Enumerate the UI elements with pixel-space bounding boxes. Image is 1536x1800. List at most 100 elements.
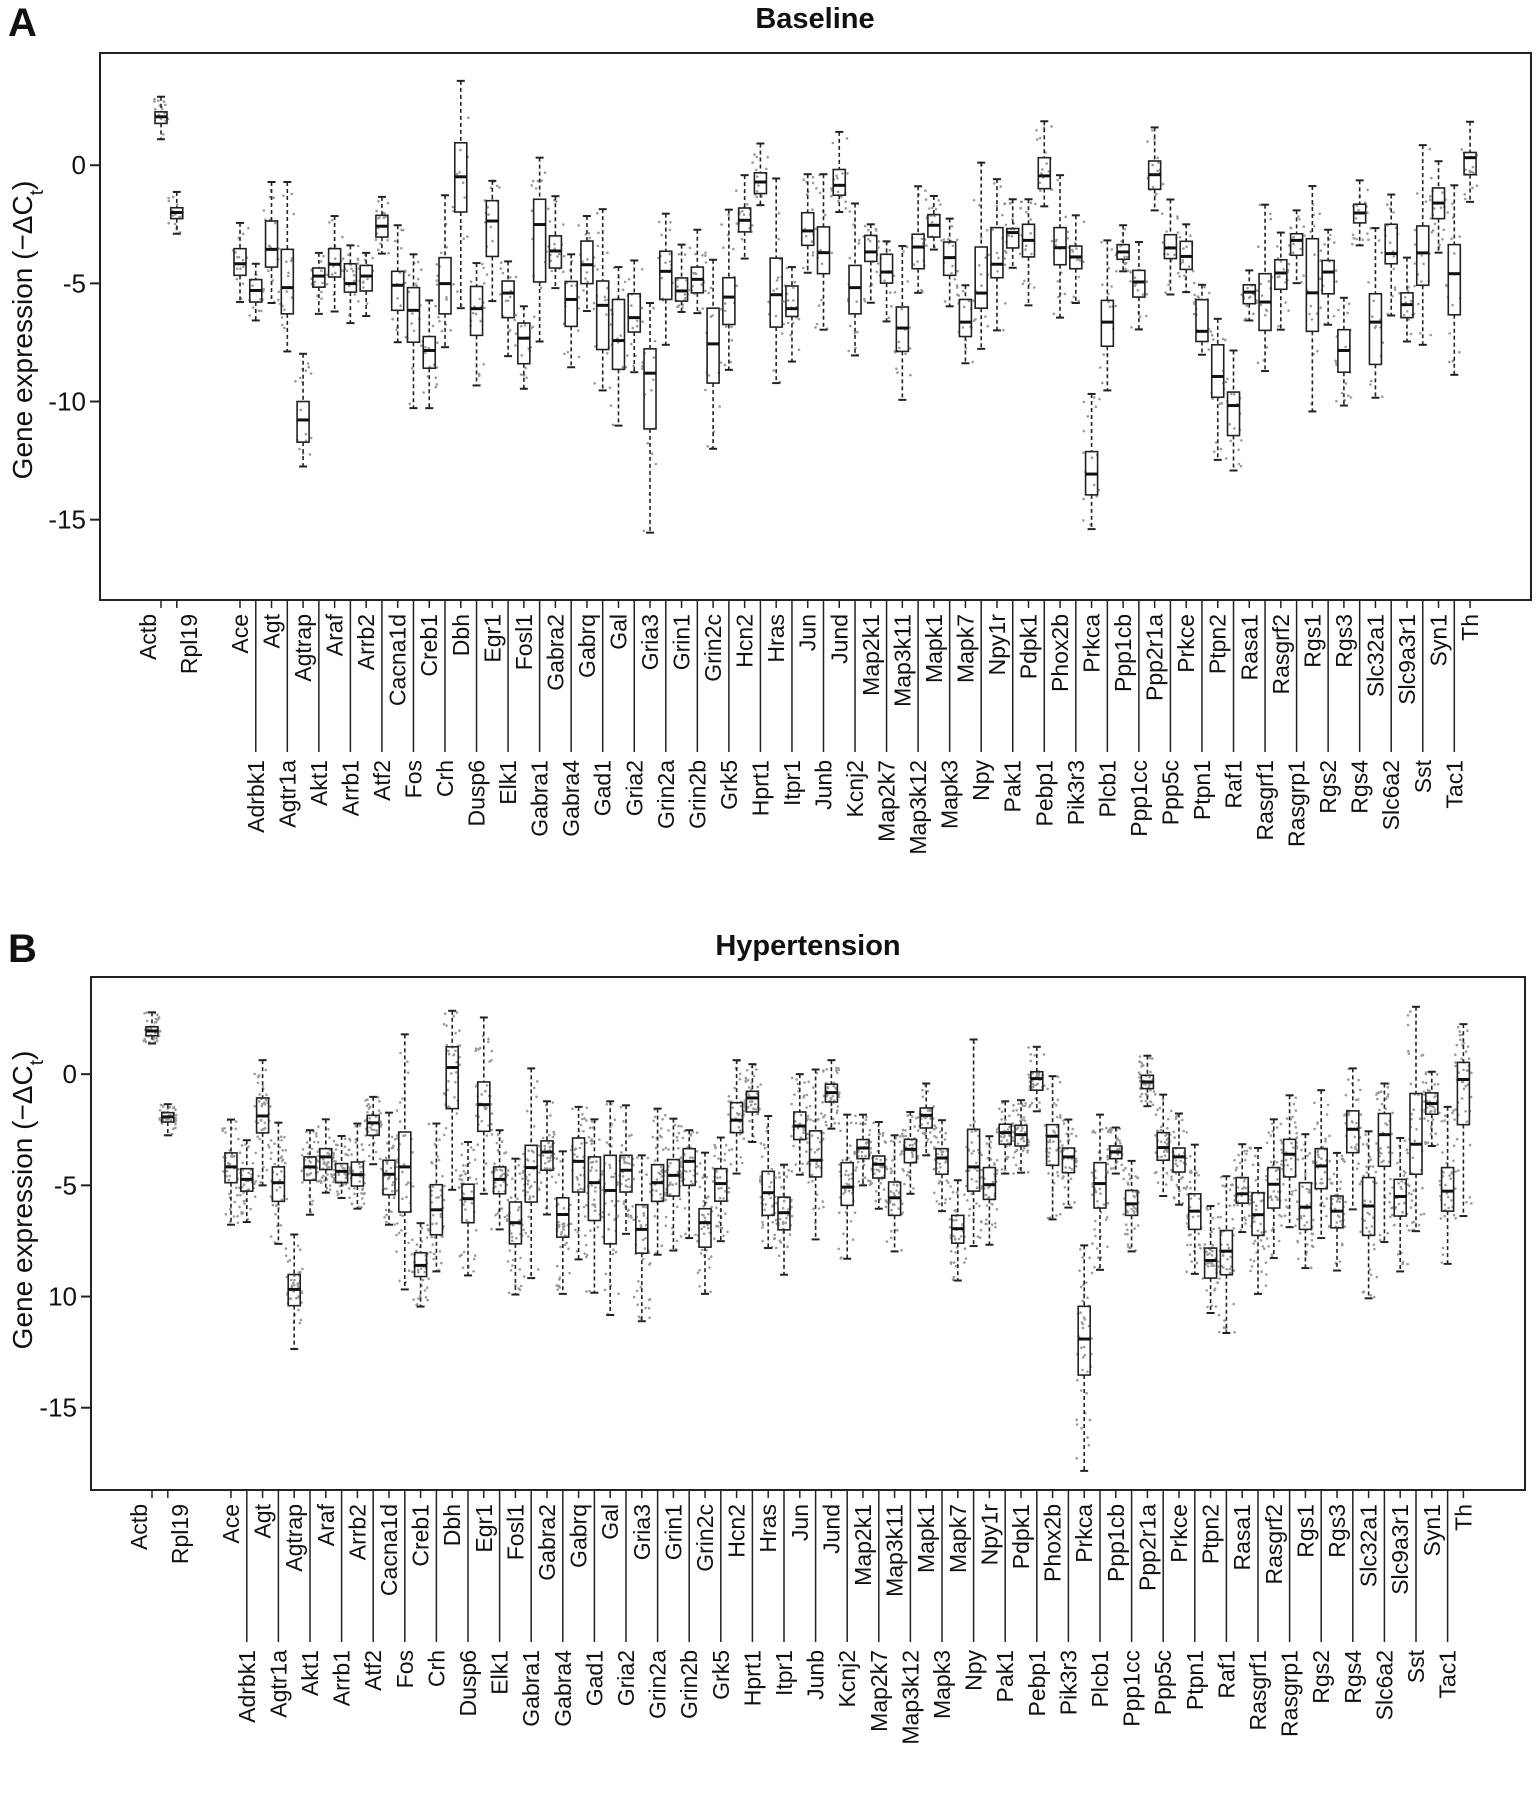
data-point — [1071, 1127, 1074, 1131]
x-tick-label: Gad1 — [581, 1650, 607, 1706]
data-point — [1035, 138, 1039, 141]
data-point — [622, 1202, 626, 1206]
data-point — [1419, 332, 1422, 335]
data-point — [883, 1140, 887, 1143]
data-point — [519, 1256, 522, 1260]
data-point — [1107, 300, 1110, 304]
data-point — [644, 1236, 647, 1240]
data-point — [972, 299, 975, 303]
data-point — [1050, 125, 1053, 128]
data-point — [980, 1168, 983, 1172]
data-point — [707, 1257, 711, 1261]
data-point — [1002, 328, 1005, 332]
data-point — [400, 1229, 403, 1232]
box-kcnj2 — [837, 1113, 857, 1260]
data-point — [1034, 202, 1037, 206]
data-point — [939, 203, 942, 206]
data-point — [691, 1130, 695, 1134]
data-point — [841, 172, 844, 175]
box-pebp1 — [1035, 120, 1054, 208]
data-point — [375, 209, 378, 213]
data-point — [794, 1163, 798, 1166]
data-point — [641, 364, 644, 368]
box-iqr — [643, 348, 657, 430]
data-point — [1406, 310, 1409, 313]
data-point — [472, 1257, 476, 1261]
data-point — [506, 1260, 510, 1263]
x-tick-label: Gad1 — [590, 760, 616, 816]
data-point — [718, 405, 721, 408]
data-point — [1354, 217, 1358, 220]
data-point — [928, 1109, 932, 1112]
data-point — [234, 251, 237, 254]
data-point — [576, 329, 580, 332]
data-point — [348, 1137, 351, 1141]
x-tick-label: Dbh — [439, 1504, 465, 1546]
data-point — [475, 1178, 478, 1181]
data-point — [508, 276, 512, 279]
data-point — [1075, 1423, 1079, 1426]
data-point — [535, 1080, 539, 1083]
data-point — [247, 1171, 250, 1175]
data-point — [533, 1180, 536, 1184]
box-grin2a — [648, 1107, 668, 1256]
data-point — [677, 1147, 680, 1150]
data-point — [298, 447, 301, 451]
data-point — [466, 235, 469, 238]
data-point — [519, 1284, 523, 1288]
data-point — [478, 297, 482, 301]
data-point — [518, 1288, 522, 1292]
data-point — [1078, 259, 1082, 262]
data-point — [306, 1152, 310, 1155]
data-point — [463, 196, 467, 199]
data-point — [1086, 1296, 1089, 1299]
data-point — [486, 206, 490, 209]
x-tick-label: Phox2b — [1040, 1504, 1066, 1582]
data-point — [1094, 1219, 1097, 1223]
data-point — [822, 1070, 825, 1073]
data-point — [1011, 218, 1014, 221]
data-point — [755, 155, 759, 159]
x-tick-label: Dbh — [448, 614, 474, 656]
data-point — [1221, 337, 1225, 341]
data-point — [944, 1198, 948, 1201]
data-point — [719, 307, 723, 311]
data-point — [386, 201, 390, 205]
data-point — [760, 1155, 764, 1159]
box-ptpn1 — [1192, 283, 1211, 356]
data-point — [814, 326, 817, 329]
data-point — [168, 1105, 172, 1109]
data-point — [1016, 1113, 1020, 1116]
data-point — [849, 1121, 853, 1125]
data-point — [955, 1218, 958, 1222]
data-point — [503, 1215, 507, 1219]
data-point — [694, 272, 698, 276]
data-point — [695, 1165, 699, 1168]
data-point — [436, 341, 439, 345]
data-point — [659, 1193, 662, 1196]
data-point — [792, 1144, 795, 1148]
x-tick-label: Map2k7 — [866, 1650, 892, 1732]
data-point — [1213, 450, 1216, 454]
data-point — [589, 1139, 593, 1143]
data-point — [868, 1133, 871, 1137]
data-point — [916, 1129, 920, 1132]
data-point — [400, 228, 403, 232]
data-point — [835, 1066, 838, 1070]
data-point — [506, 299, 510, 303]
data-point — [1369, 227, 1372, 230]
data-point — [1372, 299, 1375, 303]
box-arrb1 — [332, 1134, 352, 1200]
data-point — [385, 1187, 388, 1191]
data-point — [610, 1175, 613, 1179]
data-point — [1092, 396, 1096, 399]
data-point — [702, 1232, 706, 1236]
data-point — [435, 1196, 438, 1199]
x-tick-label: Rasgrp1 — [1284, 760, 1310, 847]
data-point — [237, 1137, 240, 1141]
data-point — [407, 1269, 411, 1272]
data-point — [152, 1037, 155, 1041]
data-point — [863, 300, 867, 303]
data-point — [1246, 286, 1249, 290]
data-point — [1075, 1418, 1078, 1422]
